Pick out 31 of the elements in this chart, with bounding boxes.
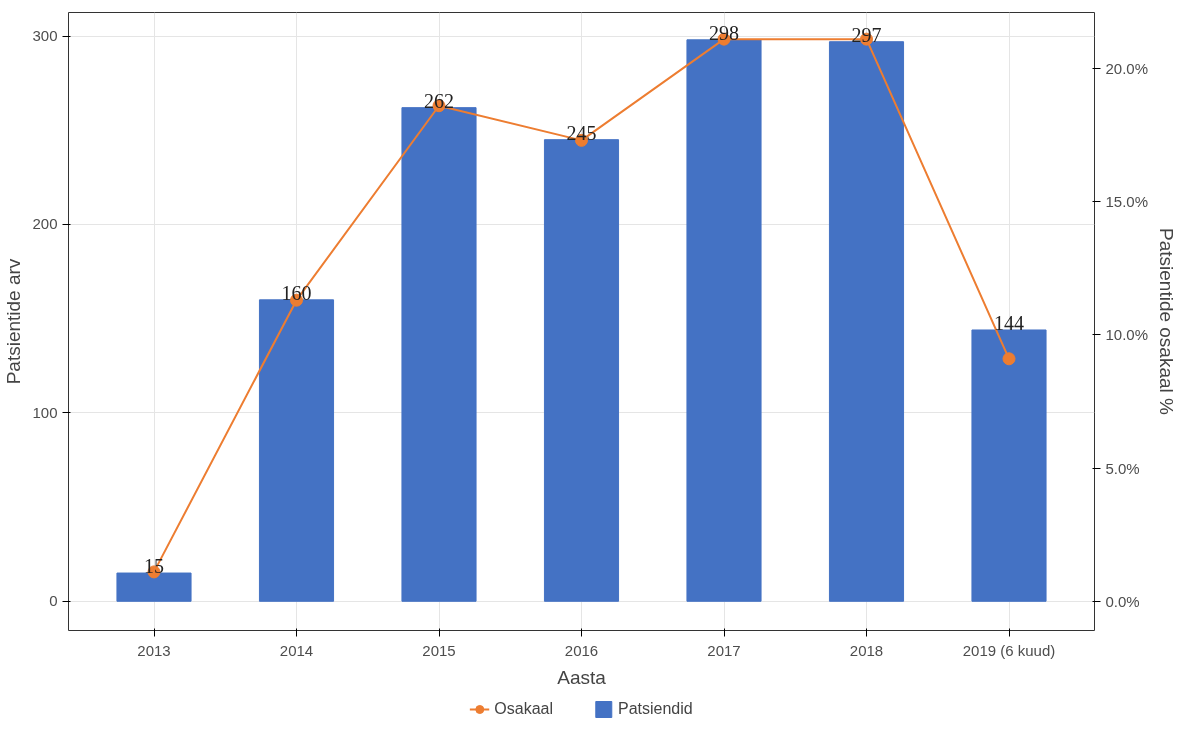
data-label: 262	[424, 89, 454, 112]
y-tick-label: 300	[32, 27, 58, 45]
bar	[543, 139, 620, 602]
bar	[686, 39, 762, 602]
x-tick-label: 2018	[849, 641, 884, 659]
y2-tick-label: 20.0%	[1105, 59, 1149, 77]
legend-label: Patsiendid	[617, 700, 693, 718]
y-tick-label: 200	[32, 215, 58, 233]
y2-tick-label: 5.0%	[1105, 459, 1140, 477]
bar	[116, 572, 192, 602]
y-tick-label: 100	[32, 403, 58, 421]
y2-tick-label: 0.0%	[1105, 592, 1140, 610]
x-tick-label: 2013	[137, 641, 171, 659]
x-axis-title: Aasta	[557, 666, 607, 688]
bar	[971, 329, 1047, 602]
bar	[258, 299, 335, 602]
x-tick-label: 2017	[707, 641, 741, 659]
x-tick-label: 2014	[279, 641, 314, 659]
legend-label: Osakaal	[494, 700, 553, 718]
point	[1002, 352, 1016, 366]
y2-tick-label: 15.0%	[1105, 193, 1149, 211]
y-tick-label: 0	[49, 592, 58, 610]
y2-axis-title: Patsientide osakaal %	[1156, 228, 1178, 416]
y2-tick-label: 10.0%	[1105, 326, 1149, 344]
bar	[828, 41, 905, 602]
y-axis-title: Patsientide arv	[3, 258, 25, 385]
x-tick-label: 2015	[422, 641, 456, 659]
x-tick-label: 2016	[564, 641, 599, 659]
bar	[401, 107, 477, 602]
data-label: 144	[994, 311, 1024, 334]
x-tick-label: 2019 (6 kuud)	[962, 641, 1056, 659]
